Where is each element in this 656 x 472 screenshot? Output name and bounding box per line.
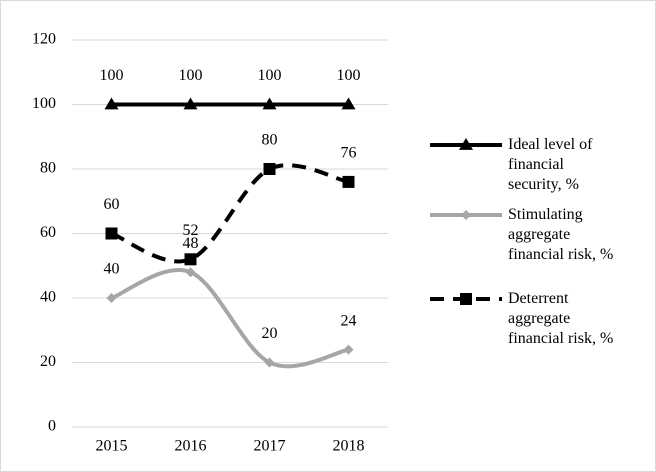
x-tick-label: 2018	[333, 438, 365, 455]
marker	[263, 163, 276, 175]
marker	[185, 267, 196, 278]
data-label: 24	[341, 312, 357, 329]
data-label: 100	[100, 67, 124, 84]
y-tick-label: 80	[40, 160, 56, 177]
marker	[183, 97, 198, 110]
marker	[342, 175, 355, 188]
marker	[461, 210, 471, 220]
data-label: 80	[262, 132, 278, 149]
marker	[264, 357, 275, 368]
marker	[104, 97, 119, 110]
legend-label: Ideal level of financial security, %	[508, 136, 593, 193]
y-tick-label: 0	[48, 418, 56, 435]
y-tick-label: 40	[40, 289, 56, 306]
y-tick-label: 20	[40, 353, 56, 370]
series-line	[110, 163, 349, 264]
data-label: 76	[341, 145, 357, 162]
data-label: 100	[179, 67, 203, 84]
legend-label: Deterrent aggregate financial risk, %	[508, 290, 613, 347]
y-tick-label: 120	[32, 31, 56, 48]
marker	[459, 138, 473, 150]
y-tick-label: 60	[40, 224, 56, 241]
y-tick-label: 100	[32, 95, 56, 112]
marker	[105, 227, 118, 240]
x-tick-label: 2016	[175, 438, 207, 455]
data-label: 100	[258, 67, 282, 84]
data-label: 60	[104, 196, 120, 213]
data-label: 20	[262, 325, 278, 342]
marker	[262, 97, 277, 110]
data-label: 48	[183, 235, 199, 252]
data-label: 40	[104, 261, 120, 278]
marker	[343, 344, 354, 355]
marker	[106, 293, 117, 303]
data-label: 52	[183, 222, 199, 239]
legend-label: Stimulating aggregate financial risk, %	[508, 206, 613, 263]
legend-item: Stimulating aggregate financial risk, %	[430, 206, 613, 263]
data-label: 100	[337, 67, 361, 84]
legend-item: Ideal level of financial security, %	[430, 136, 593, 193]
x-tick-label: 2017	[254, 438, 286, 455]
legend-item: Deterrent aggregate financial risk, %	[430, 290, 613, 347]
marker	[460, 293, 472, 305]
x-tick-label: 2015	[96, 438, 128, 455]
marker	[184, 253, 197, 266]
marker	[341, 97, 356, 110]
series-line	[110, 268, 349, 369]
